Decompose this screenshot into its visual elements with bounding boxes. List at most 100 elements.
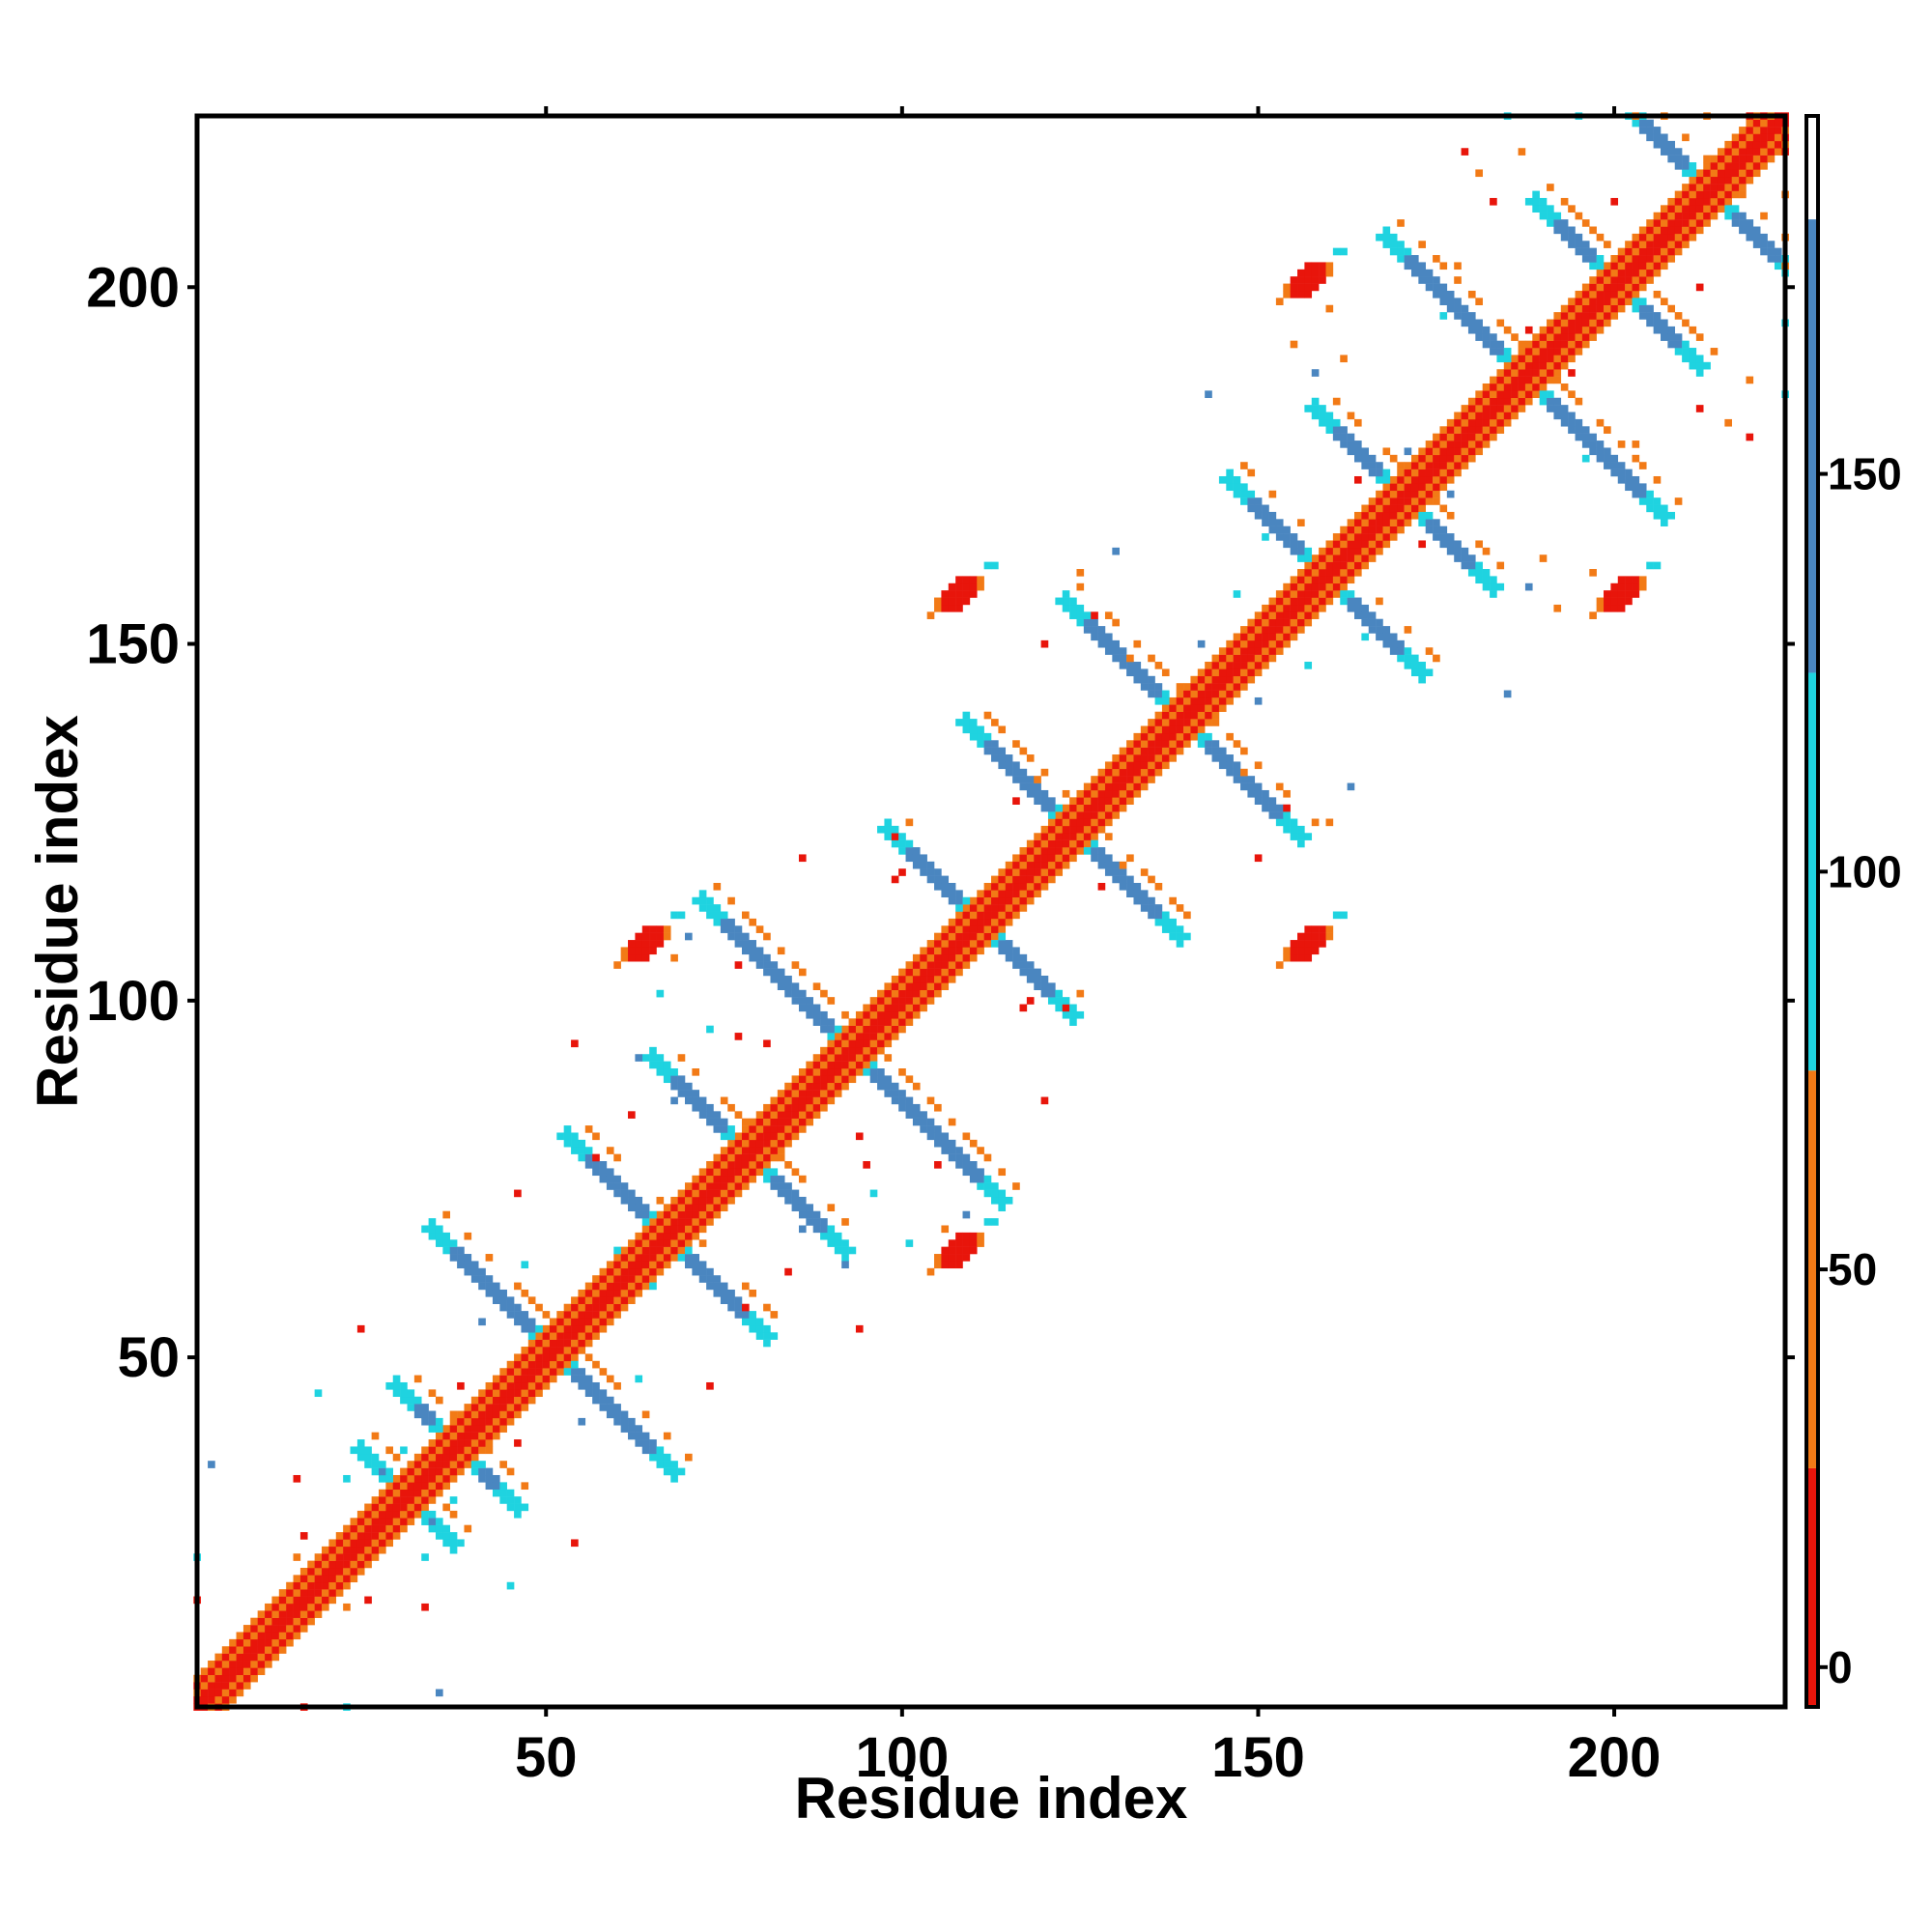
heatmap-cell (1774, 255, 1782, 263)
heatmap-cell (1604, 304, 1611, 313)
heatmap-cell (934, 947, 942, 955)
heatmap-cell (1097, 639, 1106, 648)
heatmap-cell (1034, 861, 1041, 869)
heatmap-cell (1610, 276, 1619, 284)
heatmap-cell (1325, 412, 1334, 420)
heatmap-cell (1104, 789, 1113, 798)
heatmap-cell (407, 1474, 415, 1483)
heatmap-cell (413, 1489, 422, 1497)
heatmap-cell (848, 1068, 857, 1076)
heatmap-cell (692, 1103, 700, 1112)
heatmap-cell (1389, 233, 1398, 242)
heatmap-cell (1091, 839, 1098, 848)
heatmap-cell (1026, 975, 1035, 983)
heatmap-cell (1418, 490, 1426, 498)
heatmap-cell (421, 1482, 429, 1491)
heatmap-cell (1589, 298, 1597, 305)
heatmap-cell (763, 1103, 771, 1112)
heatmap-cell (599, 1311, 608, 1319)
heatmap-cell (926, 989, 935, 998)
heatmap-cell (485, 1282, 494, 1291)
heatmap-cell (1161, 704, 1170, 712)
heatmap-cell (1154, 754, 1163, 762)
heatmap-cell (527, 1318, 536, 1326)
heatmap-cell (1638, 304, 1647, 313)
heatmap-cell (670, 1225, 678, 1234)
heatmap-cell (1575, 298, 1583, 305)
heatmap-cell (1724, 148, 1732, 156)
heatmap-cell (734, 1311, 743, 1319)
heatmap-cell (1632, 283, 1640, 292)
heatmap-cell (1148, 761, 1155, 770)
heatmap-cell (1368, 611, 1377, 619)
heatmap-cell (884, 989, 893, 998)
heatmap-cell (535, 1375, 543, 1383)
heatmap-cell (563, 1125, 572, 1133)
heatmap-cell (1183, 690, 1191, 698)
heatmap-cell (535, 1389, 543, 1398)
heatmap-cell (485, 1396, 494, 1405)
heatmap-cell (1547, 390, 1554, 399)
heatmap-cell (1226, 754, 1234, 762)
heatmap-cell (421, 1467, 429, 1476)
heatmap-cell (1454, 454, 1462, 463)
heatmap-cell (1518, 348, 1526, 355)
heatmap-cell (1575, 212, 1583, 220)
heatmap-cell (1126, 747, 1134, 755)
heatmap-cell (1524, 340, 1533, 349)
heatmap-cell (770, 1332, 779, 1340)
heatmap-cell (1211, 683, 1220, 691)
heatmap-cell (1581, 247, 1590, 256)
heatmap-cell (649, 1232, 657, 1240)
heatmap-cell (1047, 847, 1056, 855)
heatmap-cell (798, 1204, 807, 1211)
heatmap-cell (1005, 861, 1013, 869)
heatmap-cell (599, 1282, 608, 1291)
heatmap-cell (713, 904, 722, 912)
heatmap-cell (706, 1204, 714, 1211)
heatmap-cell (962, 711, 971, 720)
heatmap-cell (749, 1161, 756, 1169)
heatmap-cell (1055, 833, 1064, 840)
heatmap-cell (1012, 768, 1020, 777)
heatmap-cell (584, 1353, 593, 1362)
heatmap-cell (1354, 519, 1362, 526)
heatmap-cell (991, 561, 999, 570)
heatmap-cell (812, 1090, 821, 1097)
heatmap-cell (400, 1474, 408, 1483)
heatmap-cell (208, 1674, 215, 1683)
heatmap-cell (1091, 854, 1098, 863)
heatmap-cell (663, 1453, 671, 1462)
heatmap-cell (1148, 725, 1155, 734)
heatmap-cell (926, 861, 935, 869)
heatmap-cell (449, 1496, 458, 1504)
heatmap-cell (620, 1254, 629, 1262)
heatmap-cell (364, 1461, 372, 1468)
heatmap-cell (926, 1118, 935, 1126)
heatmap-cell (770, 1139, 779, 1148)
heatmap-cell (955, 1239, 963, 1247)
heatmap-cell (1297, 940, 1305, 948)
heatmap-cell (656, 1232, 665, 1240)
heatmap-cell (706, 1275, 714, 1283)
heatmap-cell (1275, 626, 1284, 634)
heatmap-cell (1034, 854, 1041, 863)
heatmap-cell (335, 1581, 344, 1590)
heatmap-cell (1382, 626, 1391, 634)
heatmap-cell (1026, 896, 1035, 905)
heatmap-cell (877, 1018, 885, 1026)
heatmap-cell (1040, 804, 1049, 812)
heatmap-cell (1332, 590, 1341, 598)
heatmap-cell (1547, 319, 1554, 327)
heatmap-cell (706, 1210, 714, 1219)
heatmap-cell (1638, 255, 1647, 263)
heatmap-cell (926, 982, 935, 991)
heatmap-cell (891, 1004, 899, 1012)
heatmap-cell (1467, 405, 1476, 412)
heatmap-cell (1340, 433, 1348, 441)
heatmap-cell (613, 1267, 621, 1276)
heatmap-cell (1475, 447, 1483, 456)
heatmap-cell (1148, 904, 1155, 912)
colorbar-segment (1806, 116, 1818, 220)
heatmap-cell (1467, 454, 1476, 463)
